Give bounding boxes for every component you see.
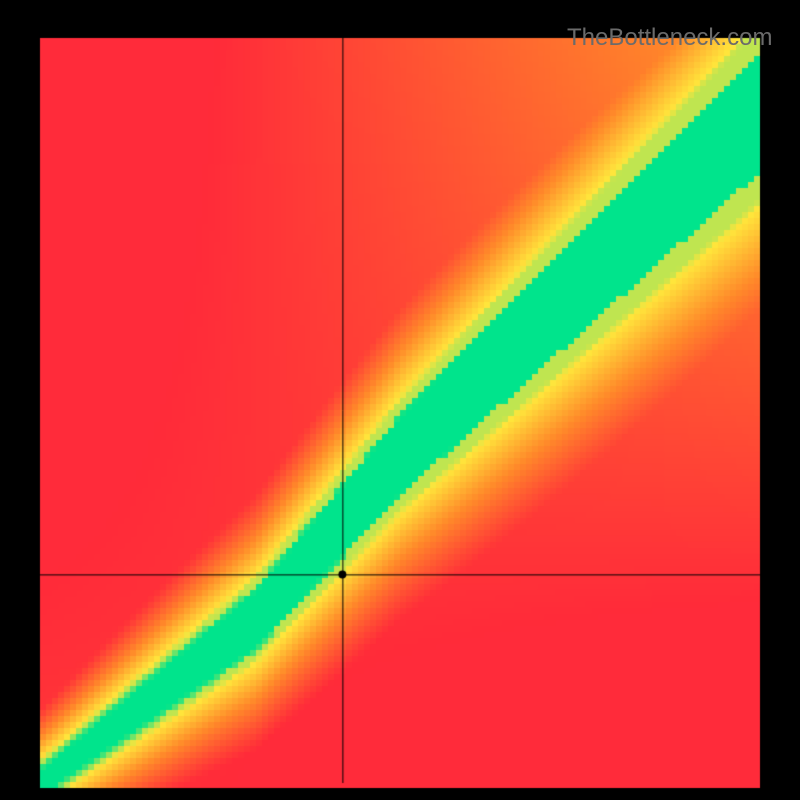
watermark-text: TheBottleneck.com (567, 24, 772, 52)
chart-container: TheBottleneck.com (0, 0, 800, 800)
bottleneck-heatmap (0, 0, 800, 800)
